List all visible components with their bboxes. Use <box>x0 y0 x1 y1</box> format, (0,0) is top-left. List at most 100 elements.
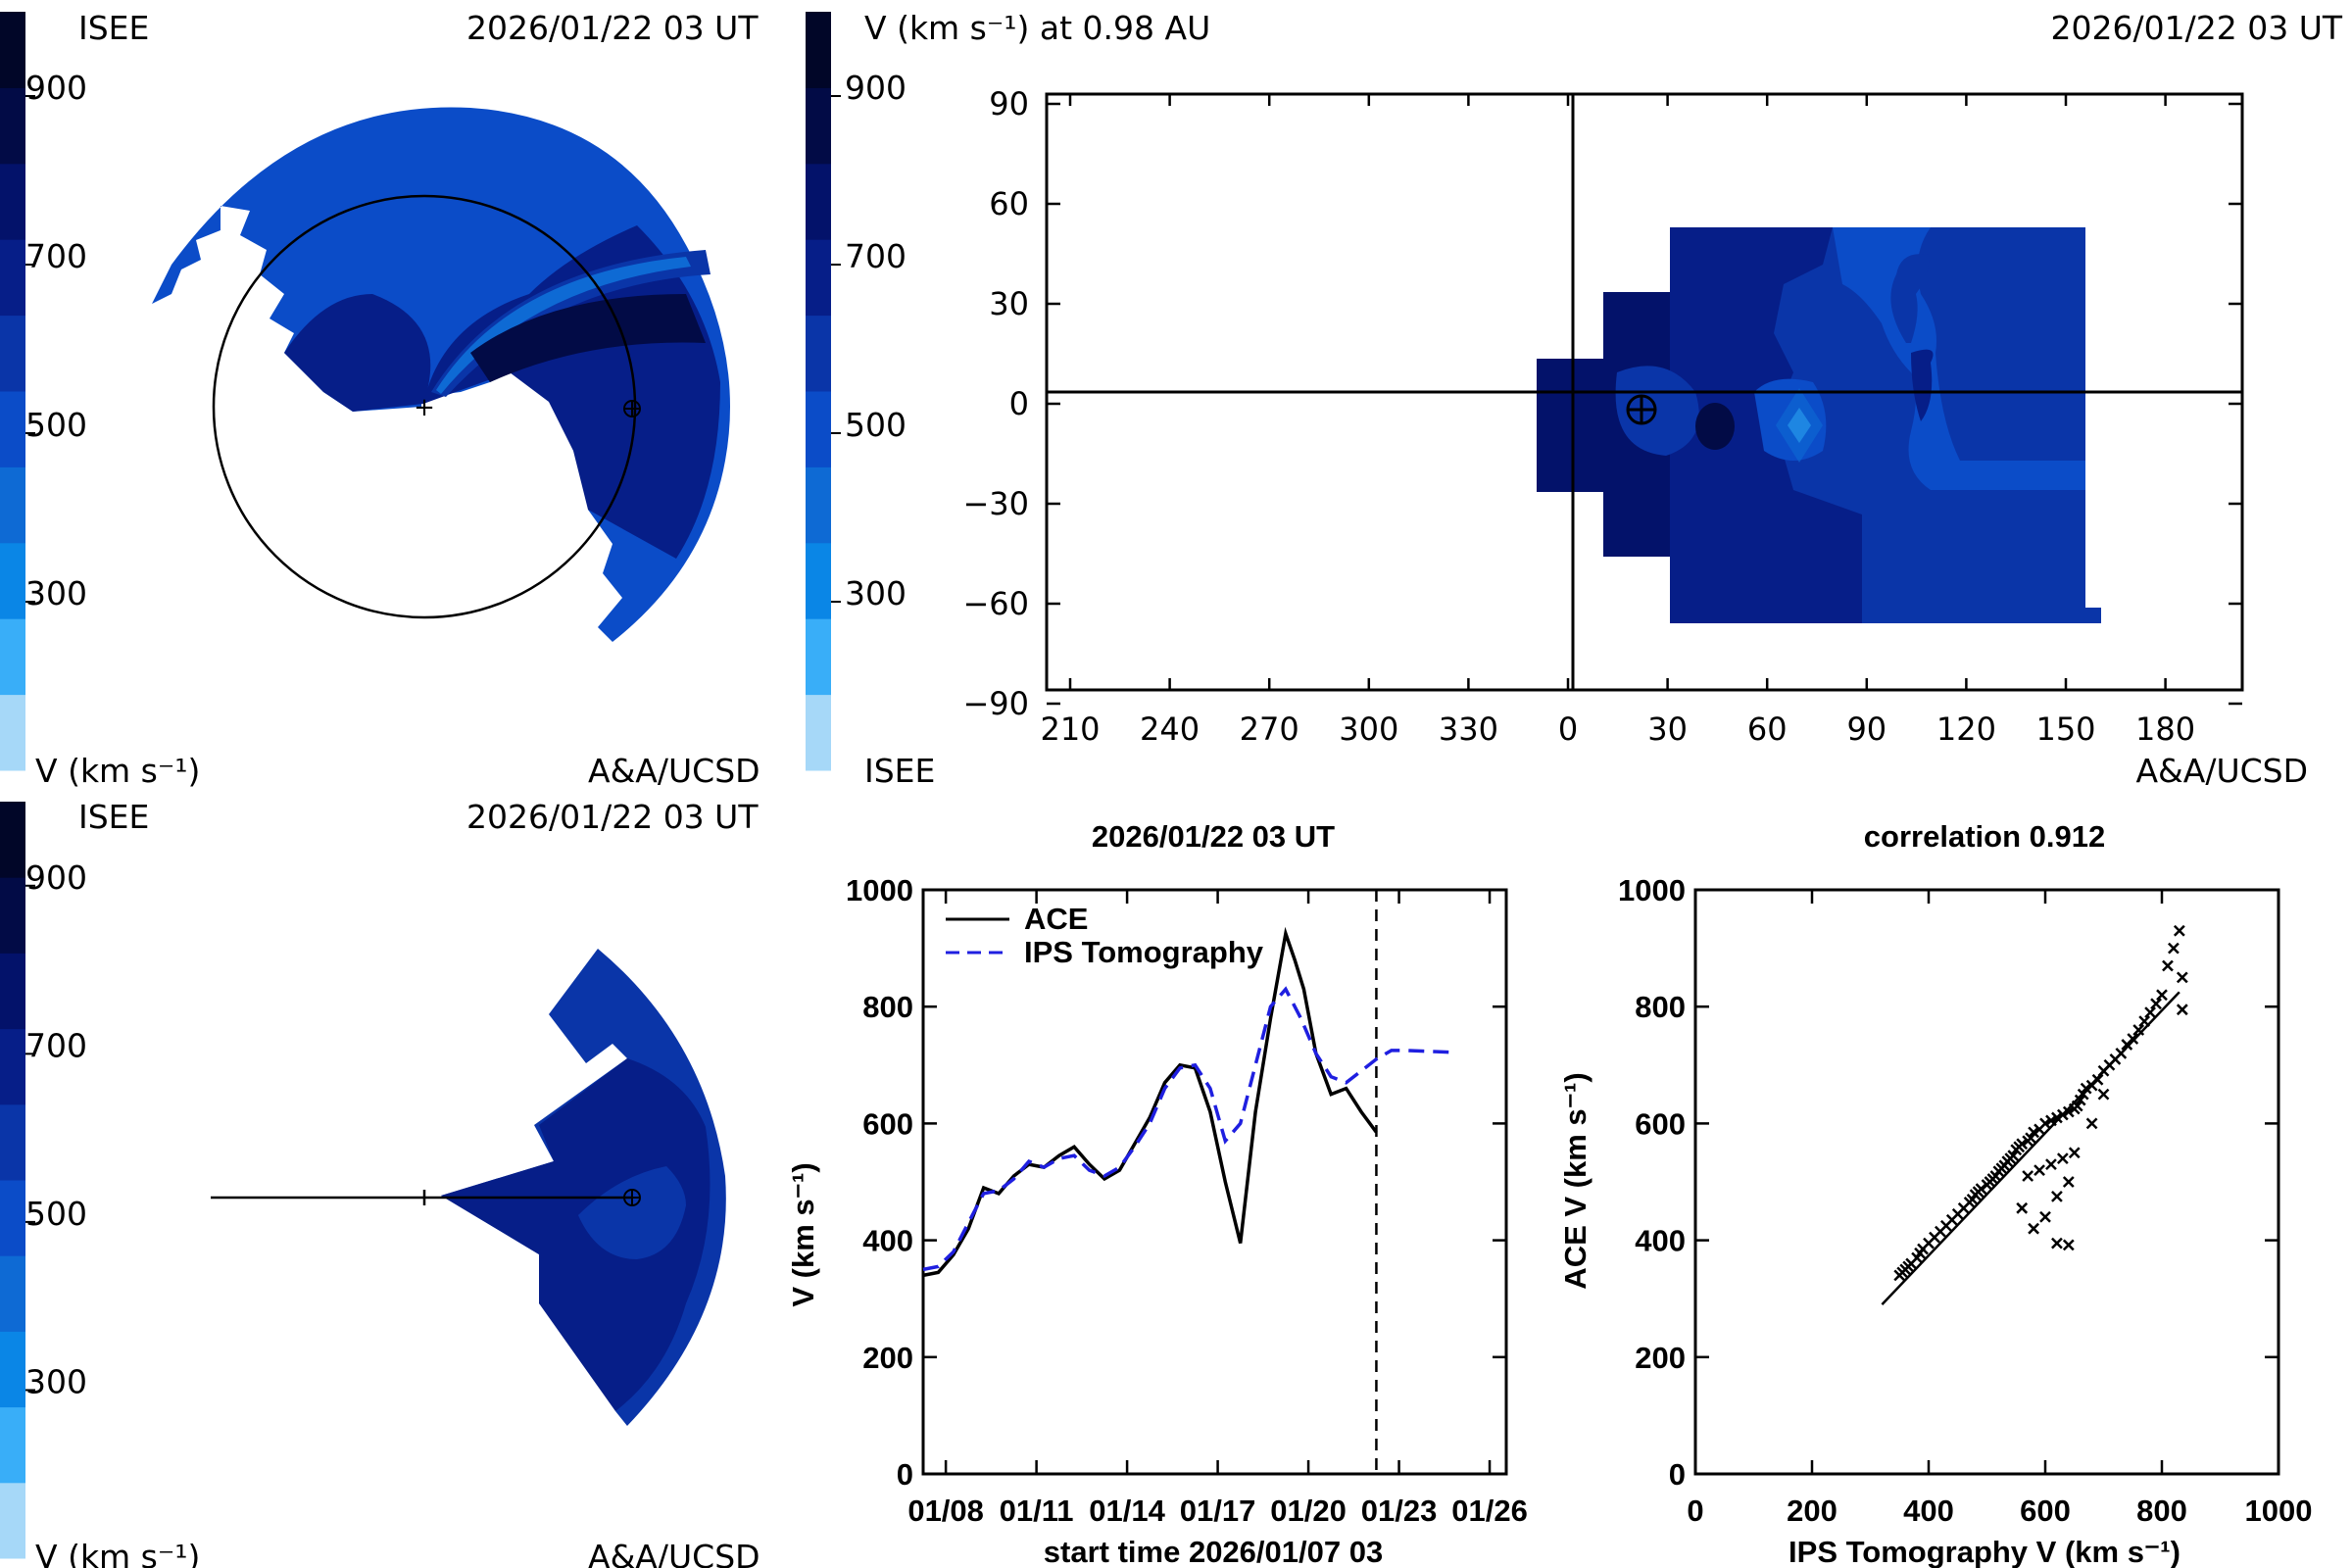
scatter-point <box>2071 1100 2083 1112</box>
ts-x-tick-label: 01/20 <box>1270 1494 1347 1528</box>
scatter-point <box>2085 1117 2098 1130</box>
scatter-point-stroke <box>2176 971 2188 984</box>
scatter-point-stroke <box>2115 1047 2128 1059</box>
map-y-tick-label: −60 <box>962 585 1029 622</box>
map-y-tick-label: 60 <box>989 185 1029 222</box>
scatter-point-stroke <box>2062 1239 2075 1251</box>
scatter-point-stroke <box>1975 1183 1987 1196</box>
scatter-point-stroke <box>2144 1006 2156 1019</box>
sc-x-tick-label: 800 <box>2136 1494 2187 1528</box>
scatter-point-stroke <box>2168 942 2180 955</box>
scatter-point-stroke <box>2162 959 2174 972</box>
scatter-point-stroke <box>2007 1150 2020 1162</box>
sc-y-tick-label: 800 <box>1635 990 1686 1024</box>
scatter-point-stroke <box>2051 1237 2063 1250</box>
scatter-point-stroke <box>2150 998 2162 1010</box>
scatter-point-stroke <box>2039 1117 2051 1130</box>
colorbar-swatch <box>0 391 25 467</box>
sun-marker-top-left: + <box>414 393 435 422</box>
colorbar-swatch <box>806 694 831 771</box>
scatter-point <box>2068 1147 2081 1159</box>
scatter-point <box>2051 1191 2063 1202</box>
colorbar-swatch <box>806 391 831 467</box>
colorbar-swatch <box>806 239 831 317</box>
ts-x-tick-label: 01/23 <box>1361 1494 1438 1528</box>
time-label-bottom-left: 2026/01/22 03 UT <box>466 798 759 836</box>
scatter-point <box>2144 1006 2156 1019</box>
unit-label-top-left: V (km s⁻¹) <box>35 752 200 790</box>
scatter-point <box>1975 1183 1987 1196</box>
map-x-tick-label: 60 <box>1747 710 1788 748</box>
credit-label-top-right: A&A/UCSD <box>2135 752 2308 790</box>
scatter-axes: 0 200 400 600 800 1000 0 200 400 600 800 1000 <box>1618 873 2312 1528</box>
ts-y-tick-label: 1000 <box>846 873 913 907</box>
scatter-point <box>2132 1024 2145 1036</box>
map-x-tick-label: 180 <box>2135 710 2195 748</box>
scatter-point-stroke <box>2138 1015 2151 1027</box>
colorbar-swatch <box>806 466 831 544</box>
map-title: V (km s⁻¹) at 0.98 AU <box>864 9 1210 47</box>
colorbar-swatch <box>806 618 831 696</box>
scatter-point <box>2062 1176 2075 1188</box>
colorbar-label: 300 <box>845 574 906 612</box>
scatter-point <box>2080 1082 2092 1095</box>
scatter-point <box>2007 1150 2020 1162</box>
earth-icon-bottom-left <box>623 1189 641 1206</box>
scatter-point-stroke <box>2056 1108 2069 1121</box>
sc-y-tick-label: 200 <box>1635 1341 1686 1375</box>
colorbar-swatch <box>0 1103 25 1181</box>
synoptic-map-plot: 210 240 270 300 330 0 30 60 90 120 150 180 9060300−… <box>962 85 2244 748</box>
time-series-axes: 01/08 01/11 01/14 01/17 01/20 01/23 01/26 0 200 4… <box>846 873 1528 1528</box>
time-series-legend: ACE IPS Tomography <box>946 902 1264 969</box>
scatter-point-stroke <box>2016 1138 2029 1151</box>
org-label-bottom-left: ISEE <box>78 798 149 836</box>
panel-bottom-left: 900 700 500 300 ISEE 2026/01/22 03 UT V (km… <box>0 798 760 1568</box>
sc-x-tick-label: 400 <box>1903 1494 1954 1528</box>
map-y-ticks: 90 60 30 0 −30 −60 −90 <box>962 85 2242 722</box>
scatter-point-stroke <box>2071 1100 2083 1112</box>
time-series-lines <box>922 926 1452 1278</box>
colorbar-label: 700 <box>845 237 906 275</box>
time-series-title: 2026/01/22 03 UT <box>1092 819 1335 854</box>
colorbar-bottom-left: 900 700 500 300 <box>0 802 87 1559</box>
scatter-point <box>2016 1201 2029 1214</box>
colorbar-swatch <box>806 315 831 392</box>
colorbar-swatch <box>0 953 25 1030</box>
scatter-point <box>2138 1015 2151 1027</box>
regression-line <box>1881 991 2180 1306</box>
colorbar-swatch <box>0 163 25 240</box>
org-label-top-left: ISEE <box>78 9 149 47</box>
scatter-point <box>2056 1152 2069 1165</box>
scatter-point-stroke <box>2176 1004 2188 1016</box>
colorbar-swatch <box>0 542 25 619</box>
colorbar-swatch <box>0 1255 25 1332</box>
scatter-point <box>2162 959 2174 972</box>
scatter-point <box>2156 989 2168 1002</box>
map-x-tick-label: 120 <box>1936 710 1996 748</box>
scatter-point-stroke <box>2077 1088 2089 1101</box>
scatter-point <box>2150 998 2162 1010</box>
colorbar-swatch <box>0 1482 25 1559</box>
colorbar-swatch <box>806 163 831 240</box>
ts-y-tick-label: 800 <box>862 990 913 1024</box>
time-label-top-left: 2026/01/22 03 UT <box>466 9 759 47</box>
colorbar-swatch <box>0 618 25 696</box>
sc-y-tick-label: 1000 <box>1618 873 1686 907</box>
map-x-tick-label: 0 <box>1558 710 1578 748</box>
scatter-point <box>2039 1117 2051 1130</box>
scatter-point <box>2091 1073 2104 1086</box>
scatter-point <box>2034 1164 2045 1176</box>
scatter-point <box>2051 1111 2063 1124</box>
scatter-title: correlation 0.912 <box>1864 819 2105 854</box>
colorbar-label: 700 <box>25 237 87 275</box>
sc-y-tick-label: 600 <box>1635 1106 1686 1141</box>
colorbar-swatch <box>806 542 831 619</box>
time-label-top-right: 2026/01/22 03 UT <box>2051 9 2343 47</box>
meridional-contour-core <box>578 1166 686 1259</box>
map-x-tick-label: 240 <box>1140 710 1200 748</box>
scatter-point <box>2074 1094 2086 1106</box>
colorbar-label: 500 <box>25 1195 87 1233</box>
colorbar-swatch <box>0 802 25 878</box>
sc-x-tick-label: 0 <box>1687 1494 1703 1528</box>
velocity-contour-core <box>470 294 706 382</box>
